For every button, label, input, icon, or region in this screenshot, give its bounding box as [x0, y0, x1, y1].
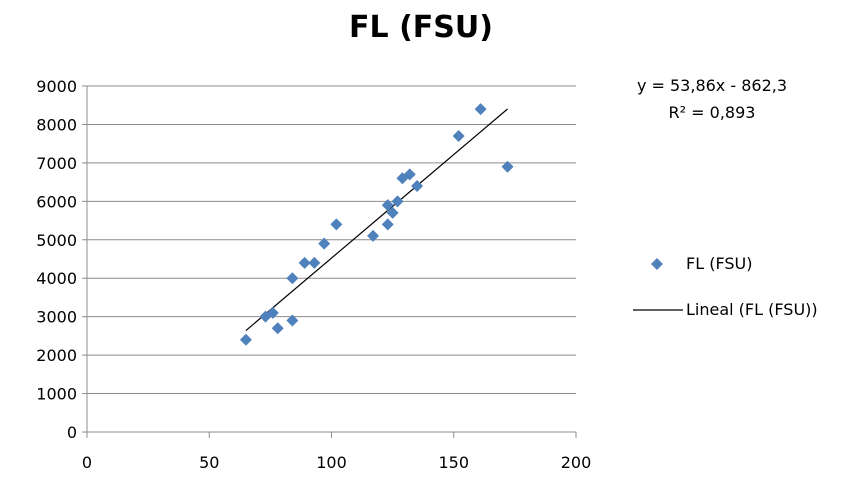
- axes: [82, 85, 577, 438]
- data-point: [271, 322, 284, 335]
- data-point: [474, 103, 487, 116]
- data-point: [403, 168, 416, 181]
- data-point: [266, 306, 279, 319]
- data-point: [298, 256, 311, 269]
- data-point: [391, 195, 404, 208]
- data-point: [239, 333, 252, 346]
- y-tick-label: 3000: [36, 308, 77, 327]
- data-point: [411, 179, 424, 192]
- y-tick-label: 2000: [36, 346, 77, 365]
- trendline-equation: y = 53,86x - 862,3: [636, 76, 788, 95]
- y-tick-label: 6000: [36, 192, 77, 211]
- y-tick-label: 9000: [36, 77, 77, 96]
- y-tick-label: 5000: [36, 231, 77, 250]
- data-point: [367, 229, 380, 242]
- data-point: [286, 314, 299, 327]
- y-tick-labels: 0 1000 2000 3000 4000 5000 6000 7000 8000 9000: [36, 77, 77, 442]
- data-point: [386, 206, 399, 219]
- y-tick-label: 4000: [36, 269, 77, 288]
- data-point: [452, 129, 465, 142]
- trendline-r-squared: R² = 0,893: [668, 103, 756, 122]
- data-point: [381, 218, 394, 231]
- data-point: [501, 160, 514, 173]
- legend-label-series: FL (FSU): [686, 254, 753, 273]
- legend-label-trendline: Lineal (FL (FSU)): [686, 300, 818, 319]
- y-tick-label: 8000: [36, 115, 77, 134]
- data-point: [381, 199, 394, 212]
- x-tick-labels: 0 50 100 150 200: [82, 453, 591, 472]
- chart-title: FL (FSU): [349, 10, 493, 45]
- data-point: [318, 237, 331, 250]
- data-point: [286, 272, 299, 285]
- trendline-group: [245, 108, 508, 332]
- gridlines: [87, 85, 576, 395]
- trendline: [245, 108, 508, 332]
- data-points: [239, 103, 514, 346]
- data-point: [330, 218, 343, 231]
- x-tick-label: 150: [438, 453, 469, 472]
- y-tick-label: 7000: [36, 154, 77, 173]
- x-tick-label: 0: [82, 453, 92, 472]
- y-tick-label: 1000: [36, 385, 77, 404]
- x-tick-label: 200: [561, 453, 592, 472]
- data-point: [308, 256, 321, 269]
- y-tick-label: 0: [67, 423, 77, 442]
- legend-marker-series: [651, 258, 663, 270]
- x-tick-label: 50: [199, 453, 219, 472]
- legend: [633, 258, 683, 311]
- x-tick-label: 100: [316, 453, 347, 472]
